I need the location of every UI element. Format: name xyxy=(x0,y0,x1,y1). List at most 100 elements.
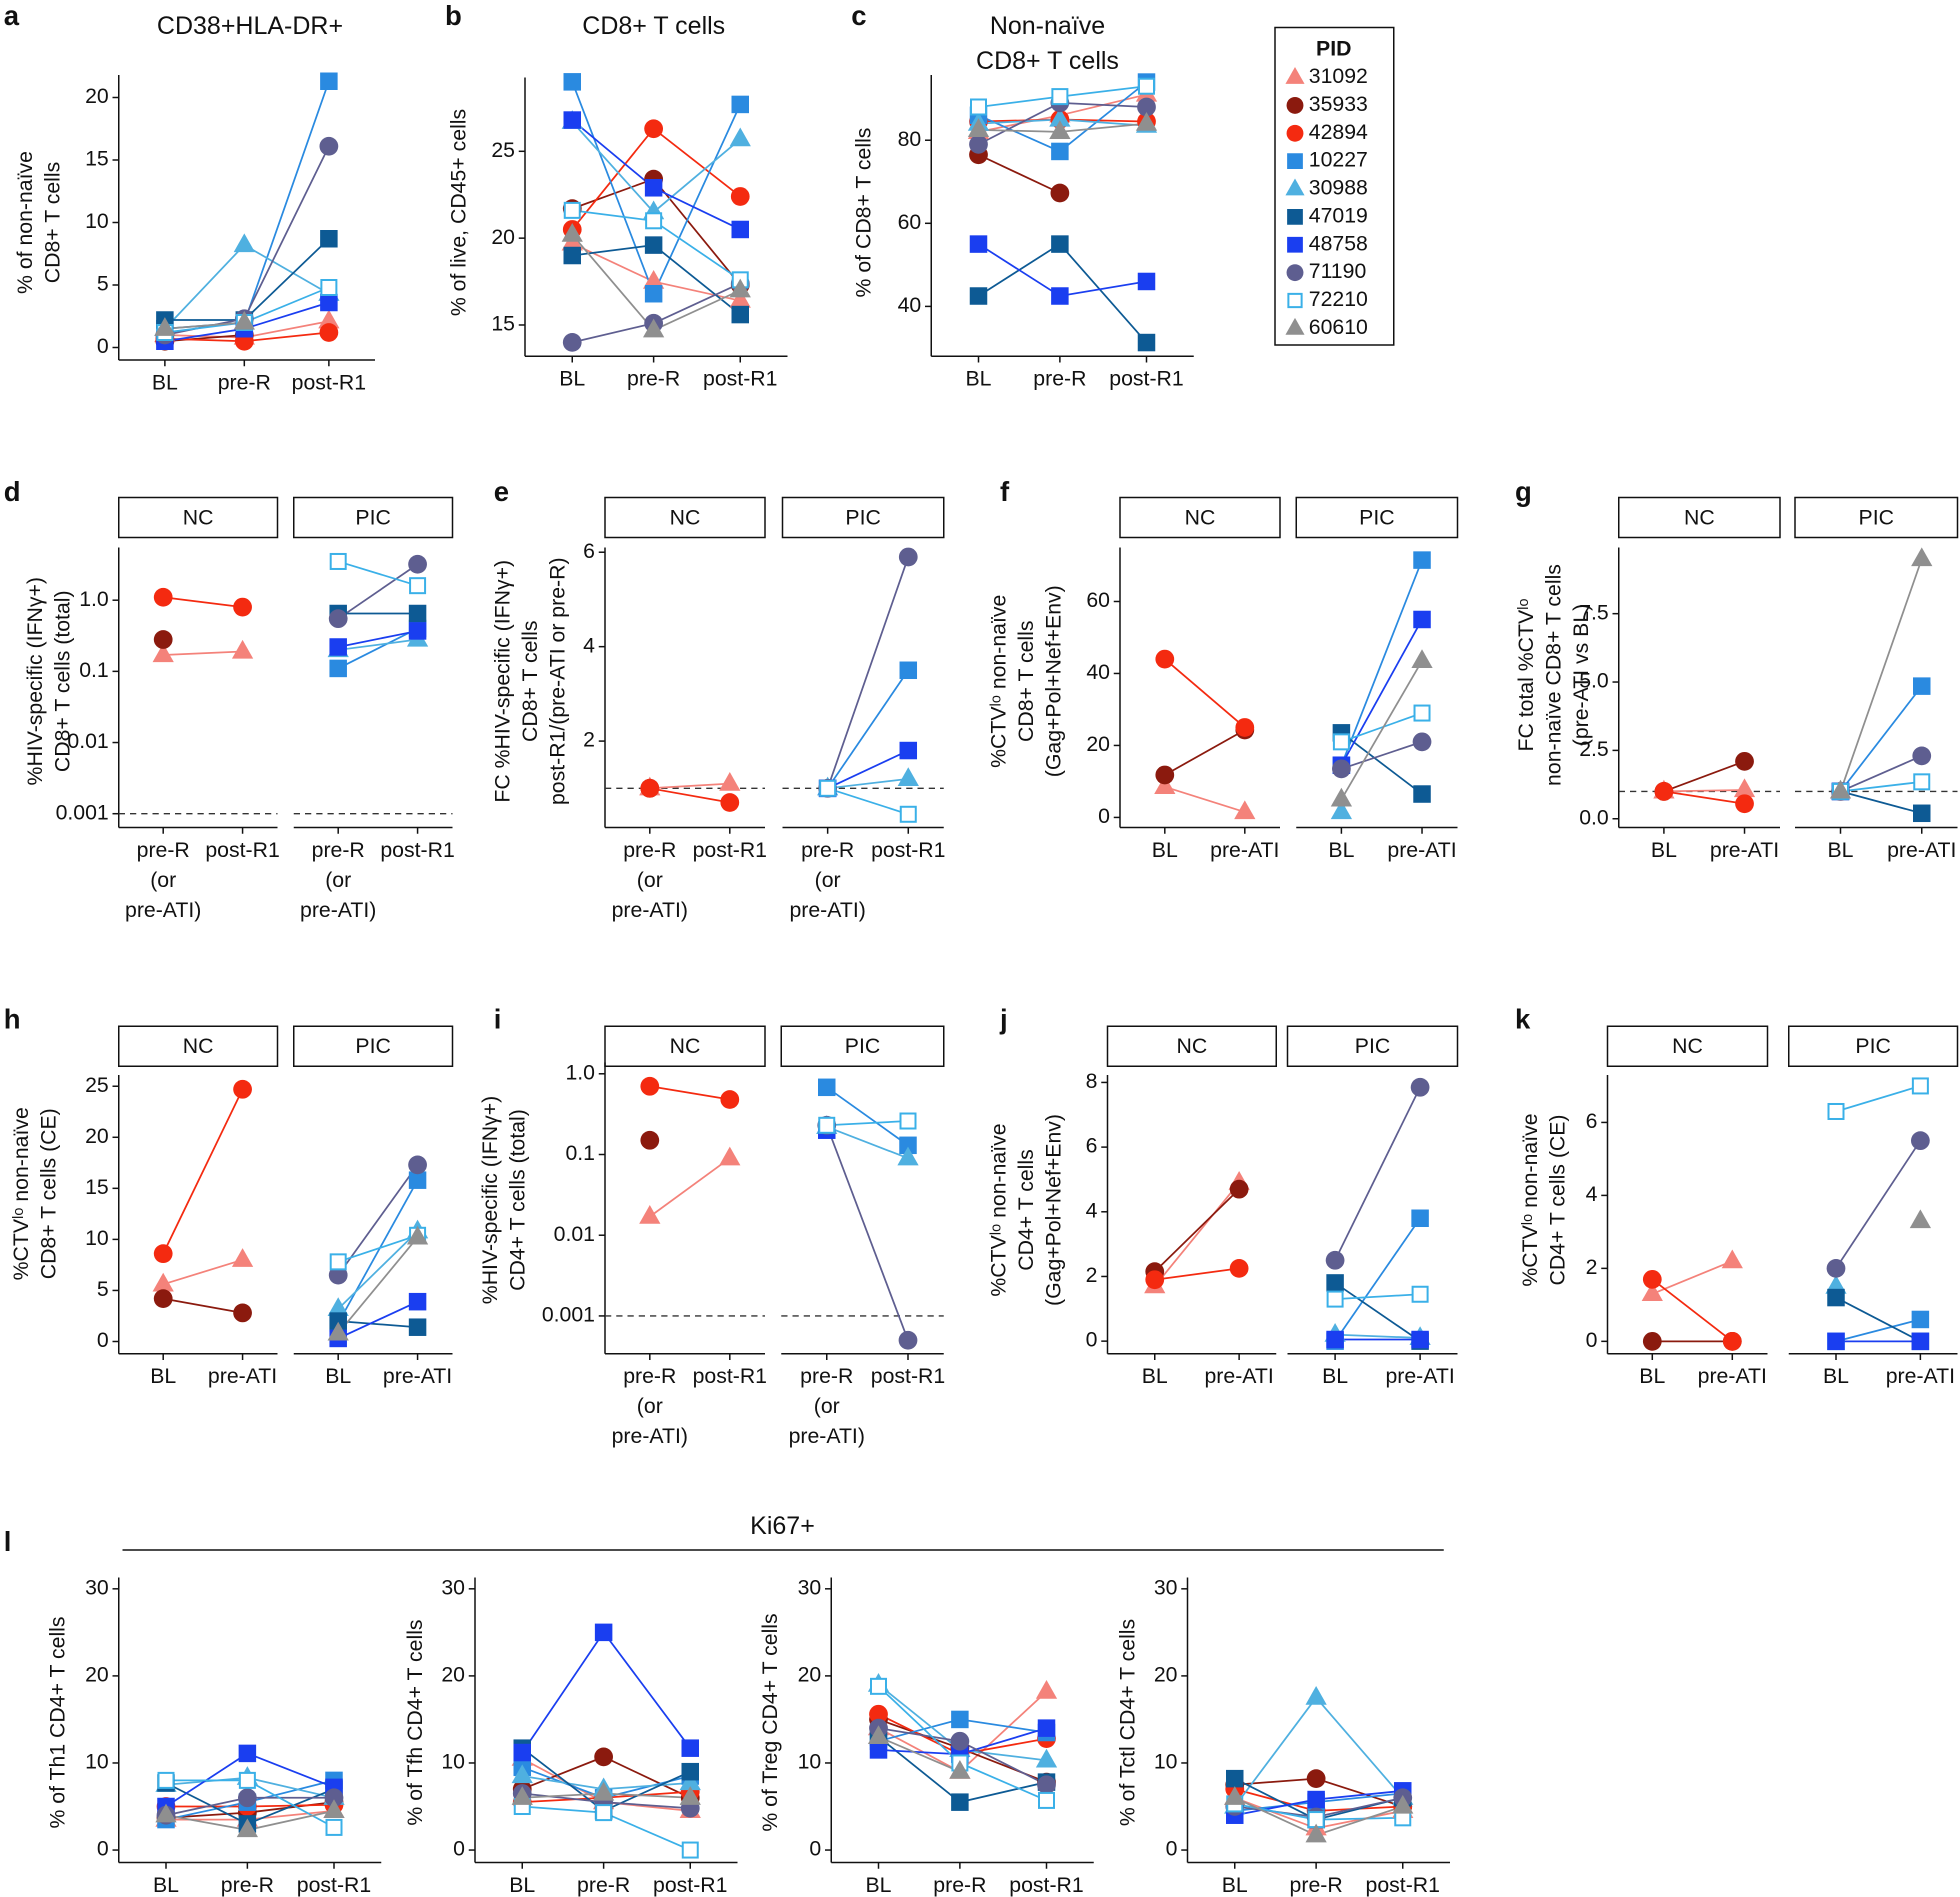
y-axis-label: %HIV-specific (IFNγ+) xyxy=(23,577,47,785)
data-point xyxy=(681,1841,699,1859)
facet-label: NC xyxy=(183,505,214,529)
data-point xyxy=(324,1788,344,1808)
data-point xyxy=(1049,120,1071,140)
data-point xyxy=(1145,1270,1165,1290)
y-axis-label: % of Tctl CD4+ T cells xyxy=(1115,1619,1139,1826)
y-tick-label: 20 xyxy=(441,1663,465,1687)
x-tick-label: BL xyxy=(866,1873,892,1897)
y-axis-label: CD4+ T cells xyxy=(1014,1149,1038,1270)
panel-letter: j xyxy=(999,1004,1008,1035)
data-point xyxy=(329,1253,347,1271)
y-tick-label: 0 xyxy=(809,1837,821,1861)
series-line xyxy=(826,1086,909,1147)
chart-title: CD8+ T cells xyxy=(976,47,1119,75)
y-axis-label: % of CD8+ T cells xyxy=(852,128,876,298)
y-tick-label: 8 xyxy=(1086,1069,1098,1093)
y-axis-label: %CTVˡᵒ non-naïve xyxy=(987,1123,1011,1296)
data-point xyxy=(1721,1249,1743,1269)
facet-header xyxy=(118,1025,279,1068)
data-point xyxy=(1413,551,1431,569)
chart-title: CD8+ T cells xyxy=(582,12,725,40)
series-line xyxy=(825,1124,909,1341)
series-line xyxy=(162,1258,243,1286)
data-point xyxy=(1909,1209,1931,1229)
data-point xyxy=(1305,1823,1327,1843)
data-point xyxy=(640,1076,660,1096)
data-point xyxy=(1411,1285,1429,1303)
y-tick-label: 40 xyxy=(898,293,922,317)
facet-label: PIC xyxy=(355,1034,390,1058)
data-point xyxy=(640,1130,660,1150)
facet-label: NC xyxy=(1684,505,1715,529)
facet-header xyxy=(1794,496,1959,539)
y-tick-label: 60 xyxy=(1086,588,1110,612)
data-point xyxy=(719,771,741,791)
data-point xyxy=(1306,1769,1326,1789)
data-point xyxy=(1049,107,1071,127)
y-tick-label: 10 xyxy=(85,209,109,233)
facet-label: PIC xyxy=(845,1034,880,1058)
legend-marker xyxy=(1286,124,1304,142)
series-line xyxy=(827,777,909,790)
data-point xyxy=(897,767,919,786)
data-point xyxy=(899,1112,917,1130)
x-tick-label: pre-ATI) xyxy=(612,898,688,922)
data-point xyxy=(1326,1274,1344,1292)
y-axis-label: % of Th1 CD4+ T cells xyxy=(45,1616,69,1828)
y-tick-label: 20 xyxy=(1154,1663,1178,1687)
data-point xyxy=(328,609,348,629)
facet-header xyxy=(1618,496,1781,539)
y-axis-label: CD8+ T cells (CE) xyxy=(37,1108,61,1279)
data-point xyxy=(408,1155,427,1175)
series-line xyxy=(337,1234,418,1263)
x-tick-label: pre-R xyxy=(137,838,190,862)
legend-marker xyxy=(1287,292,1303,309)
x-tick-label: pre-ATI xyxy=(1204,1364,1273,1388)
series-line xyxy=(1840,755,1923,793)
data-point xyxy=(561,223,583,242)
data-point xyxy=(238,1771,256,1789)
data-point xyxy=(236,1818,258,1838)
data-point xyxy=(949,1760,971,1779)
series-line xyxy=(1835,1140,1922,1269)
x-tick-label: pre-R xyxy=(1290,1873,1343,1897)
data-point xyxy=(1412,732,1432,752)
x-tick-label: post-R1 xyxy=(871,838,945,862)
x-tick-label: post-R1 xyxy=(703,367,777,391)
x-tick-label: BL xyxy=(1222,1873,1248,1897)
data-point xyxy=(969,135,988,154)
x-tick-label: pre-R xyxy=(627,367,680,391)
series-line xyxy=(1154,1188,1240,1273)
data-point xyxy=(152,1272,174,1292)
x-tick-label: pre-ATI xyxy=(1710,838,1779,862)
data-point xyxy=(899,661,918,680)
data-point xyxy=(644,179,663,197)
y-tick-label: 2 xyxy=(1586,1255,1598,1279)
y-tick-label: 15 xyxy=(85,1175,109,1199)
facet-header xyxy=(604,496,766,539)
panel-letter: a xyxy=(4,0,20,31)
legend-marker xyxy=(1287,153,1303,170)
series-line xyxy=(1839,685,1923,792)
data-point xyxy=(1911,1310,1930,1329)
data-point xyxy=(319,136,339,156)
legend-title: PID xyxy=(1316,37,1351,61)
legend-marker xyxy=(1285,67,1305,84)
x-tick-label: BL xyxy=(1322,1364,1348,1388)
y-axis-label: CD4+ T cells (CE) xyxy=(1545,1114,1569,1285)
data-point xyxy=(594,1747,613,1767)
series-line xyxy=(164,321,245,330)
data-point xyxy=(1392,1794,1414,1814)
series-line xyxy=(1154,1182,1240,1287)
x-tick-label: pre-R xyxy=(577,1873,630,1897)
x-tick-label: post-R1 xyxy=(292,370,366,394)
data-point xyxy=(1642,1331,1662,1351)
y-axis-label: (Gag+Pol+Nef+Env) xyxy=(1042,585,1066,777)
y-axis-label: FC total %CTVˡᵒ xyxy=(1514,598,1538,751)
y-tick-label: 4 xyxy=(1586,1182,1598,1206)
facet-header xyxy=(1606,1025,1769,1068)
facet-header xyxy=(780,1025,945,1068)
facet-label: NC xyxy=(670,505,701,529)
x-tick-label: pre-ATI xyxy=(1887,838,1956,862)
series-line xyxy=(1651,1278,1733,1343)
